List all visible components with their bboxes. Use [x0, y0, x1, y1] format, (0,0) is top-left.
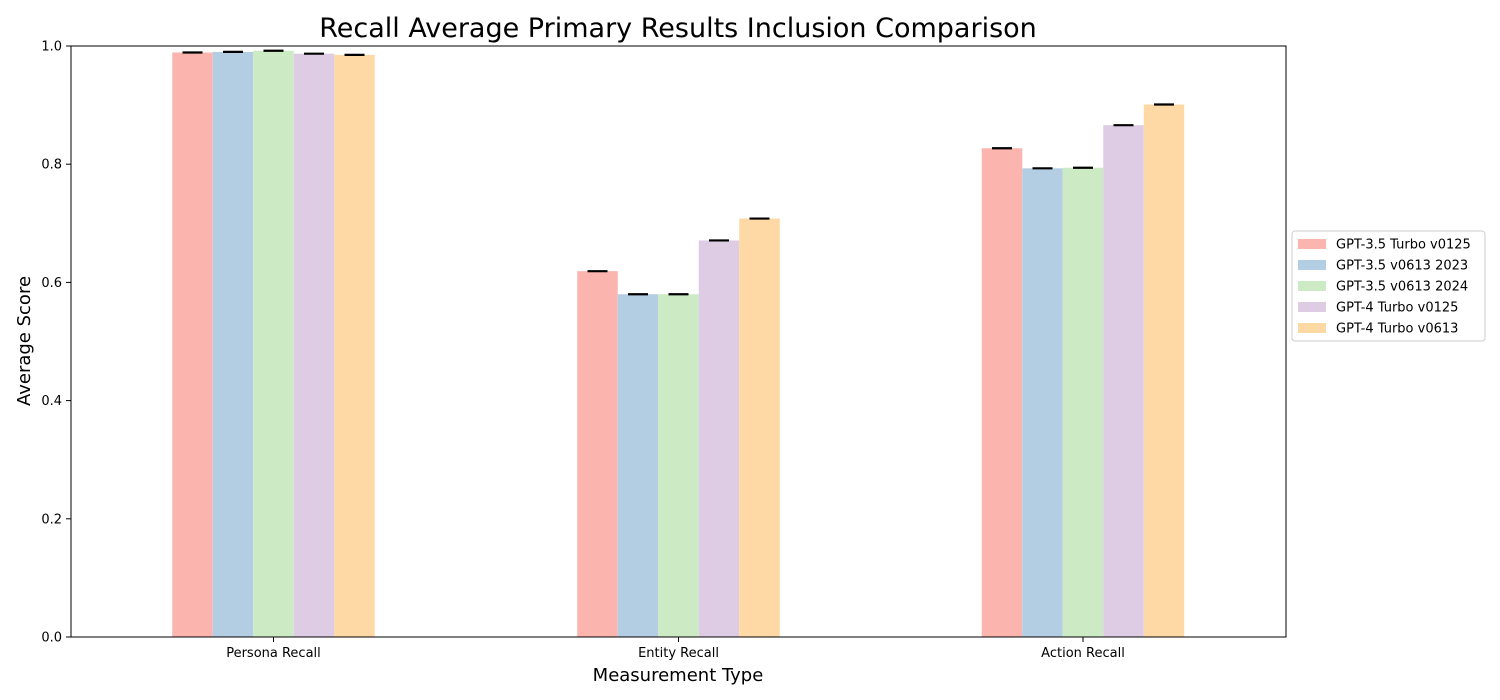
- legend-label: GPT-4 Turbo v0125: [1336, 301, 1458, 316]
- bar: [1103, 125, 1144, 637]
- legend-swatch: [1298, 260, 1326, 270]
- y-tick-label: 0.2: [41, 512, 62, 527]
- plot-area: [172, 49, 1185, 638]
- legend-label: GPT-3.5 v0613 2023: [1336, 259, 1468, 274]
- y-tick-label: 1.0: [41, 40, 62, 55]
- legend-swatch: [1298, 302, 1326, 312]
- bar: [334, 54, 375, 638]
- chart-title: Recall Average Primary Results Inclusion…: [319, 13, 1037, 44]
- y-axis: 0.0 0.2 0.4 0.6 0.8 1.0: [41, 40, 71, 646]
- legend-swatch: [1298, 323, 1326, 333]
- bar: [1143, 104, 1185, 637]
- x-tick-label: Persona Recall: [226, 646, 321, 661]
- legend-label: GPT-3.5 Turbo v0125: [1336, 238, 1471, 253]
- legend-swatch: [1298, 281, 1326, 291]
- y-axis-title: Average Score: [14, 276, 35, 406]
- bar: [172, 52, 213, 638]
- bar: [617, 294, 659, 637]
- bar: [981, 148, 1023, 638]
- legend: GPT-3.5 Turbo v0125 GPT-3.5 v0613 2023 GPT…: [1291, 230, 1486, 342]
- y-tick-label: 0.6: [41, 276, 62, 291]
- legend-label: GPT-3.5 v0613 2024: [1336, 280, 1468, 295]
- x-tick-label: Action Recall: [1041, 646, 1125, 661]
- x-axis: Persona Recall Entity Recall Action Recall: [226, 637, 1125, 661]
- y-tick-label: 0.4: [41, 394, 62, 409]
- y-tick-label: 0.0: [41, 631, 62, 646]
- bar: [293, 53, 335, 638]
- bar: [1062, 167, 1104, 637]
- bar: [212, 51, 254, 638]
- x-tick-label: Entity Recall: [638, 646, 719, 661]
- legend-label: GPT-4 Turbo v0613: [1336, 322, 1458, 337]
- bar: [658, 294, 699, 637]
- bar: [739, 218, 780, 637]
- y-tick-label: 0.8: [41, 158, 62, 173]
- legend-swatch: [1298, 239, 1326, 249]
- bar: [698, 240, 740, 637]
- bar: [577, 271, 618, 637]
- bar: [1022, 168, 1063, 637]
- bar: [253, 50, 294, 637]
- x-axis-title: Measurement Type: [593, 665, 764, 686]
- legend-frame: [1291, 230, 1486, 342]
